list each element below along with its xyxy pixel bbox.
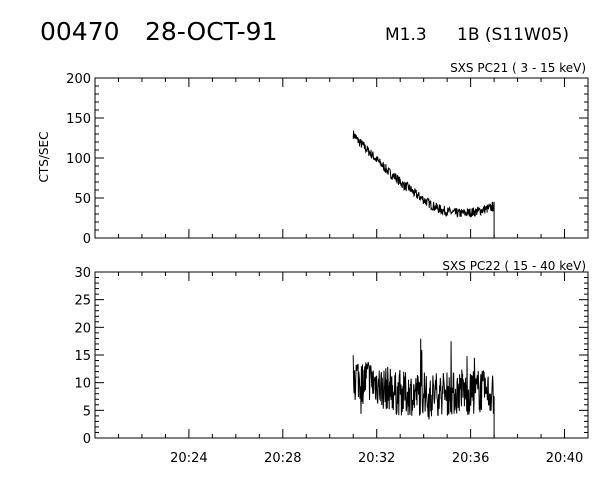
bottom-panel-title: SXS PC22 ( 15 - 40 keV) bbox=[442, 259, 586, 273]
x-tick-label: 20:40 bbox=[546, 451, 583, 466]
top-panel-frame bbox=[94, 77, 589, 239]
optical-class: 1B (S11W05) bbox=[457, 25, 569, 45]
y-tick-label: 0 bbox=[83, 232, 91, 247]
x-tick-label: 20:36 bbox=[452, 451, 489, 466]
x-tick-label: 20:24 bbox=[170, 451, 207, 466]
y-tick-label: 150 bbox=[66, 112, 91, 127]
top-ticks: 0 50 100 150 200 bbox=[66, 72, 589, 247]
event-id: 00470 bbox=[40, 17, 120, 46]
y-tick-label: 15 bbox=[74, 349, 91, 364]
y-tick-label: 5 bbox=[83, 404, 91, 419]
goes-class: M1.3 bbox=[385, 25, 427, 45]
y-tick-label: 25 bbox=[74, 294, 91, 309]
y-tick-label: 0 bbox=[83, 432, 91, 447]
y-tick-label: 200 bbox=[66, 72, 91, 87]
event-date: 28-OCT-91 bbox=[145, 17, 277, 46]
top-panel-title: SXS PC21 ( 3 - 15 keV) bbox=[450, 61, 586, 75]
bottom-ticks: 0 5 10 15 20 25 30 20:24 20:28 20:32 20:36 20:40 bbox=[74, 266, 589, 466]
bottom-panel: SXS PC22 ( 15 - 40 keV) 0 5 10 15 20 25 30 20:2… bbox=[74, 259, 589, 466]
x-tick-label: 20:32 bbox=[358, 451, 395, 466]
y-tick-label: 50 bbox=[74, 192, 91, 207]
top-series-line bbox=[352, 130, 495, 238]
y-tick-label: 20 bbox=[74, 321, 91, 336]
top-panel: SXS PC21 ( 3 - 15 keV) CTS/SEC 0 50 100 150… bbox=[37, 61, 589, 247]
x-tick-label: 20:28 bbox=[264, 451, 301, 466]
bottom-panel-frame bbox=[94, 271, 589, 439]
top-y-label: CTS/SEC bbox=[37, 132, 51, 183]
bottom-series-line bbox=[352, 338, 495, 438]
y-tick-label: 100 bbox=[66, 152, 91, 167]
y-tick-label: 10 bbox=[74, 377, 91, 392]
y-tick-label: 30 bbox=[74, 266, 91, 281]
